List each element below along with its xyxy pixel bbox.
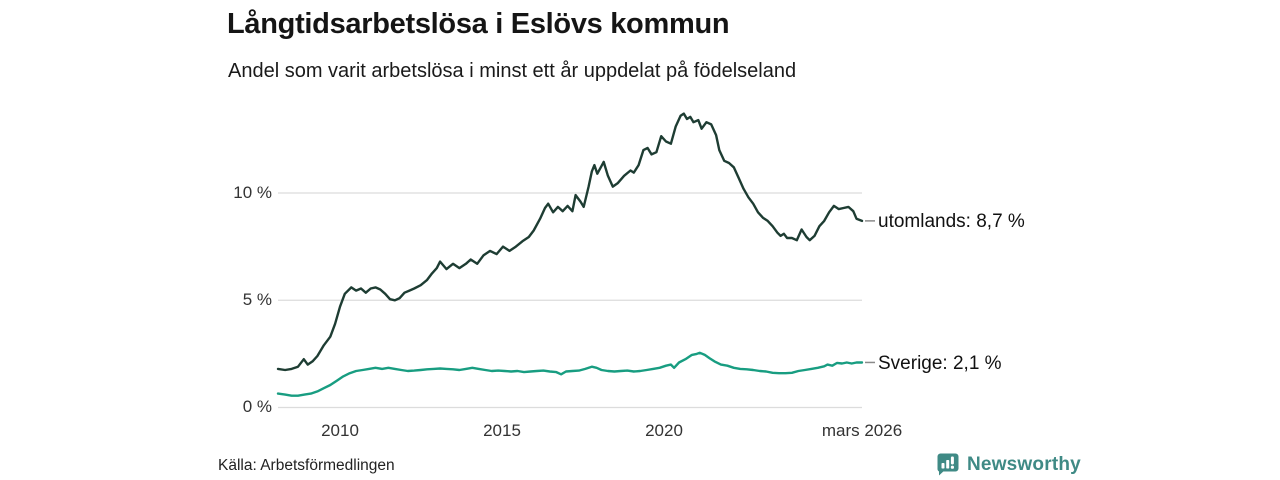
source-note: Källa: Arbetsförmedlingen: [218, 457, 395, 474]
x-axis-tick-label: mars 2026: [821, 421, 903, 440]
brand-logo: Newsworthy: [936, 452, 1081, 477]
brand-name: Newsworthy: [967, 453, 1081, 475]
y-axis-tick-label: 0 %: [242, 397, 272, 416]
x-axis-tick-label: 2010: [321, 421, 359, 440]
newsworthy-icon: [937, 453, 959, 476]
chart-line-sverige: [276, 351, 864, 397]
page-subtitle: Andel som varit arbetslösa i minst ett å…: [228, 60, 797, 82]
y-axis-tick-label: 5 %: [242, 290, 272, 309]
series-end-label-sverige: Sverige: 2,1 %: [878, 353, 1002, 374]
chart-line-utomlands: [276, 112, 864, 372]
y-axis-tick-label: 10 %: [233, 183, 272, 202]
series-end-label-utomlands: utomlands: 8,7 %: [878, 211, 1025, 232]
x-axis-tick-label: 2020: [645, 421, 683, 440]
x-axis-tick-label: 2015: [483, 421, 521, 440]
page-title: Långtidsarbetslösa i Eslövs kommun: [227, 8, 730, 40]
